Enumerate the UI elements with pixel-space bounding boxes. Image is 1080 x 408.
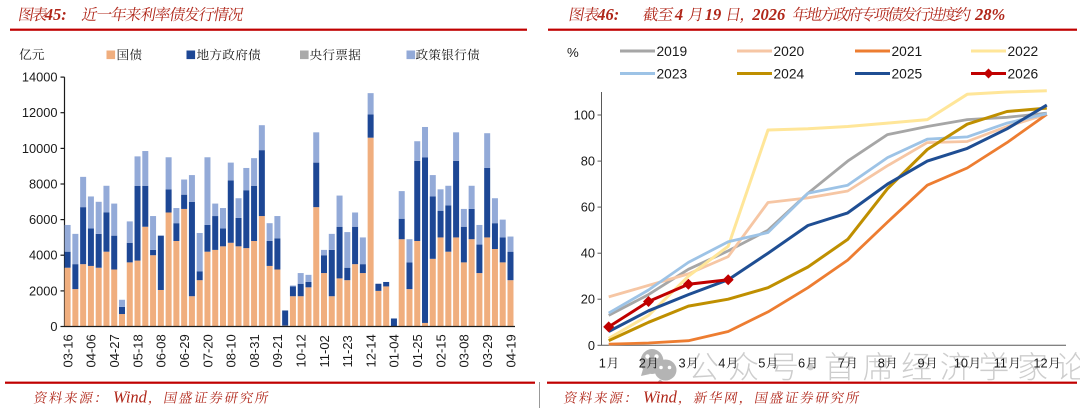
svg-text:04-27: 04-27 bbox=[107, 334, 122, 367]
svg-text:04-06: 04-06 bbox=[84, 334, 99, 367]
svg-text:2026: 2026 bbox=[751, 5, 786, 24]
svg-text:5: 5 bbox=[758, 356, 765, 371]
svg-text:4000: 4000 bbox=[29, 248, 57, 263]
svg-text:4: 4 bbox=[674, 5, 683, 24]
svg-text:9: 9 bbox=[918, 356, 925, 371]
svg-text:80: 80 bbox=[581, 154, 595, 169]
svg-text:7: 7 bbox=[838, 356, 845, 371]
svg-text:08-31: 08-31 bbox=[247, 334, 262, 367]
svg-text:4: 4 bbox=[718, 356, 725, 371]
svg-text:20: 20 bbox=[581, 292, 595, 307]
svg-text:10000: 10000 bbox=[22, 141, 58, 156]
svg-text:6000: 6000 bbox=[29, 212, 57, 227]
svg-text:02-15: 02-15 bbox=[433, 334, 448, 367]
svg-text:10: 10 bbox=[954, 356, 968, 371]
svg-text:28%: 28% bbox=[974, 5, 1005, 24]
svg-text:04-19: 04-19 bbox=[503, 334, 518, 367]
svg-text:8000: 8000 bbox=[29, 177, 57, 192]
svg-text:60: 60 bbox=[581, 200, 595, 215]
svg-text:2019: 2019 bbox=[657, 44, 688, 59]
svg-text:2022: 2022 bbox=[1008, 44, 1039, 59]
svg-text:40: 40 bbox=[581, 246, 595, 261]
svg-text:12000: 12000 bbox=[22, 105, 58, 120]
svg-text:2026: 2026 bbox=[1008, 67, 1039, 82]
svg-text:Wind: Wind bbox=[643, 388, 678, 407]
svg-text:03-29: 03-29 bbox=[480, 334, 495, 367]
svg-text:01-25: 01-25 bbox=[410, 334, 425, 367]
svg-text:%: % bbox=[567, 45, 579, 60]
svg-text:45:: 45: bbox=[44, 5, 67, 24]
svg-text:0: 0 bbox=[588, 338, 595, 353]
svg-text:06-29: 06-29 bbox=[177, 334, 192, 367]
svg-text:01-04: 01-04 bbox=[387, 334, 402, 367]
svg-text:08-10: 08-10 bbox=[224, 334, 239, 367]
svg-text:6: 6 bbox=[798, 356, 805, 371]
svg-text:2: 2 bbox=[639, 356, 646, 371]
svg-text:1: 1 bbox=[599, 356, 606, 371]
svg-text:2000: 2000 bbox=[29, 283, 57, 298]
svg-text:Wind: Wind bbox=[113, 388, 148, 407]
svg-text:2020: 2020 bbox=[774, 44, 805, 59]
svg-text:12: 12 bbox=[1033, 356, 1047, 371]
svg-text:06-08: 06-08 bbox=[154, 334, 169, 367]
svg-text:11: 11 bbox=[994, 356, 1007, 371]
svg-text:3: 3 bbox=[679, 356, 686, 371]
svg-text:09-21: 09-21 bbox=[270, 334, 285, 367]
svg-text:07-20: 07-20 bbox=[200, 334, 215, 367]
svg-text:19: 19 bbox=[705, 5, 722, 24]
svg-text:10-12: 10-12 bbox=[294, 334, 309, 367]
svg-text:14000: 14000 bbox=[22, 70, 58, 85]
svg-text:100: 100 bbox=[574, 108, 595, 123]
svg-text:11-02: 11-02 bbox=[317, 335, 332, 367]
svg-text:12-14: 12-14 bbox=[363, 334, 378, 367]
svg-text:2021: 2021 bbox=[892, 44, 923, 59]
svg-text:2023: 2023 bbox=[657, 67, 688, 82]
svg-text:05-18: 05-18 bbox=[130, 334, 145, 367]
svg-text:8: 8 bbox=[878, 356, 885, 371]
svg-text:03-08: 03-08 bbox=[457, 334, 472, 367]
svg-text:2024: 2024 bbox=[774, 67, 805, 82]
svg-text:0: 0 bbox=[50, 319, 57, 334]
svg-text:2025: 2025 bbox=[892, 67, 923, 82]
svg-text:03-16: 03-16 bbox=[60, 334, 75, 367]
svg-text:46:: 46: bbox=[596, 5, 619, 24]
svg-text:11-23: 11-23 bbox=[340, 335, 355, 367]
